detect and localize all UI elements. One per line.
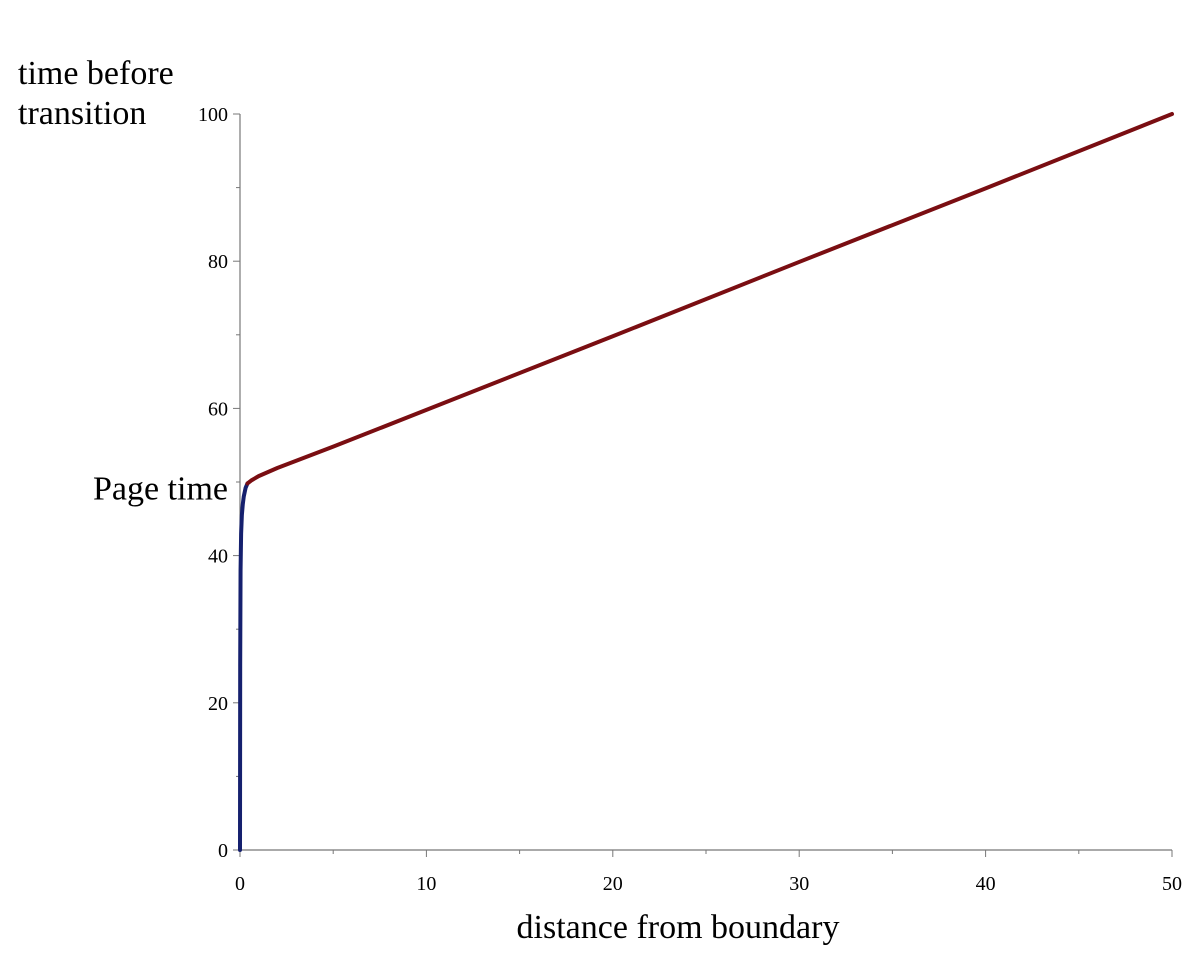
x-tick-label: 0 [235, 873, 245, 895]
x-tick-label: 30 [789, 873, 809, 895]
x-tick-label: 10 [416, 873, 436, 895]
x-tick-label: 50 [1162, 873, 1182, 895]
y-tick-label: 80 [208, 251, 228, 273]
series-layer [238, 112, 1174, 852]
y-tick-label: 60 [208, 398, 228, 420]
y-tick-label: 100 [198, 104, 228, 126]
annotation-page-time: Page time [93, 470, 228, 507]
axes [239, 114, 1172, 851]
x-tick-label: 40 [976, 873, 996, 895]
y-axis-title-line-2: transition [18, 95, 146, 132]
series-line-1 [238, 481, 250, 852]
x-tick-label: 20 [603, 873, 623, 895]
series-line-2 [245, 112, 1174, 486]
x-axis-title: distance from boundary [517, 909, 840, 946]
y-tick-label: 40 [208, 546, 228, 568]
y-tick-label: 20 [208, 693, 228, 715]
y-tick-label: 0 [218, 840, 228, 862]
ticks: 0 10 20 30 40 50 0 20 40 60 80 100 [198, 104, 1182, 895]
y-axis-title-line-1: time before [18, 55, 174, 92]
